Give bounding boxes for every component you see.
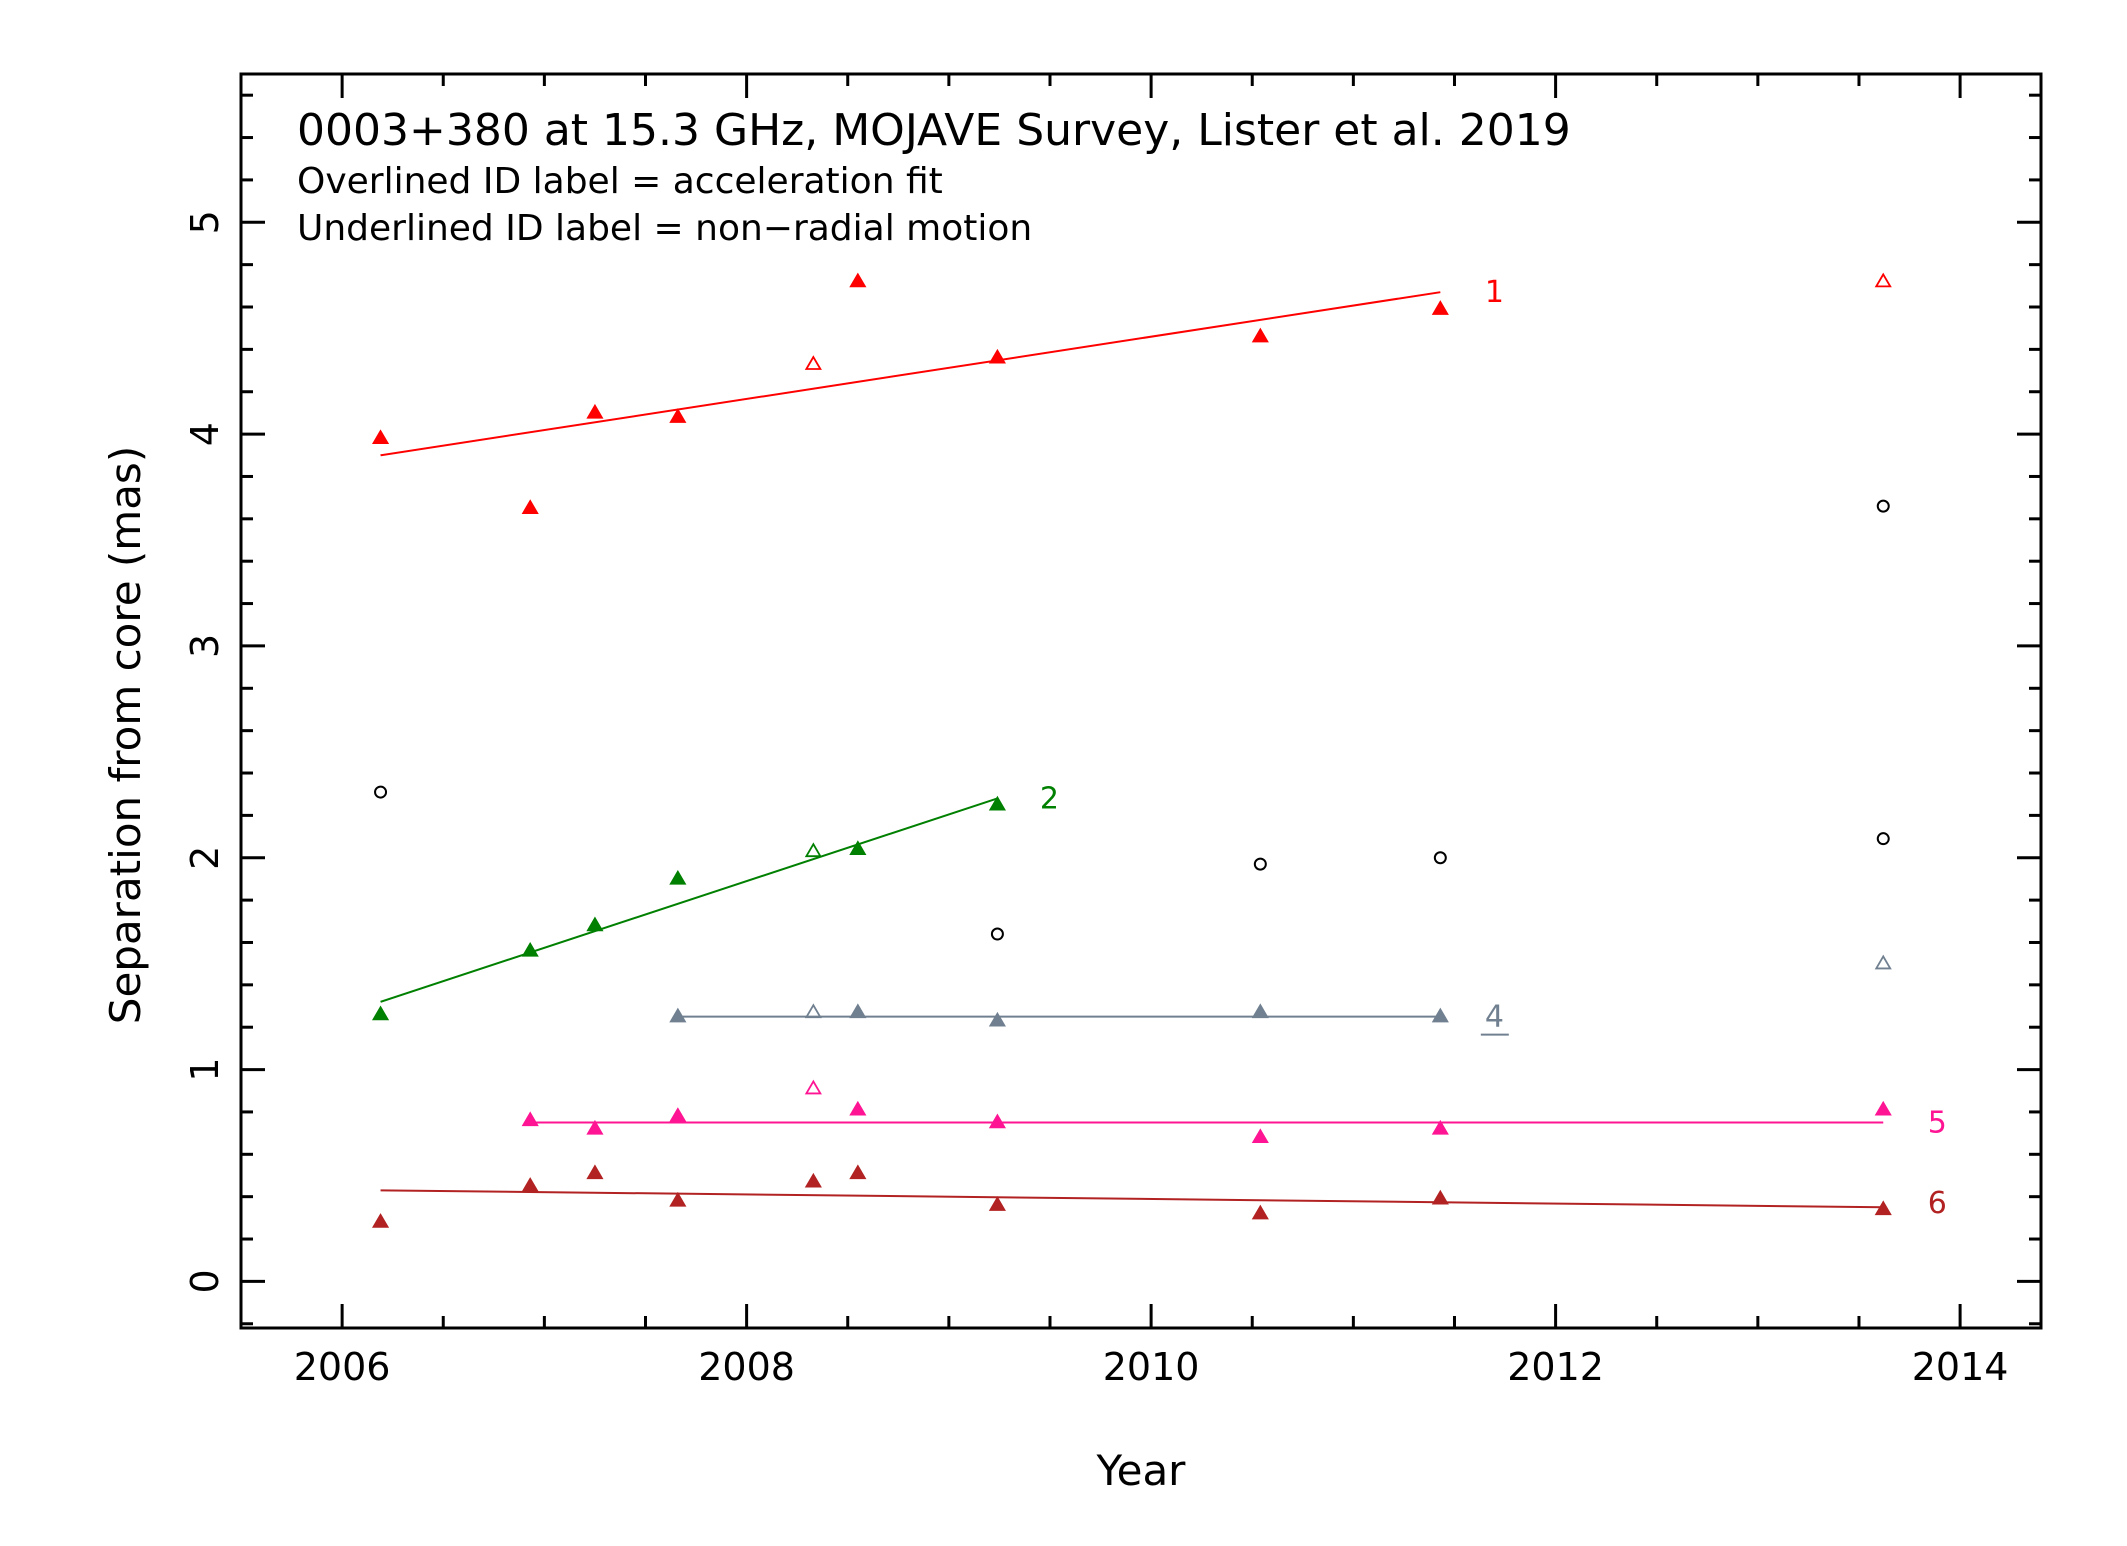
data-point <box>849 1003 867 1019</box>
data-point <box>988 795 1006 811</box>
data-point <box>804 1003 822 1019</box>
data-point <box>990 927 1004 941</box>
data-point <box>521 1177 539 1192</box>
x-tick-label: 2014 <box>1912 1345 2009 1389</box>
plot-marks: 1 2 4 5 6 <box>371 272 1947 1228</box>
series-2: 2 <box>371 781 1059 1021</box>
data-point <box>374 785 388 799</box>
data-point <box>804 355 822 370</box>
data-point <box>521 941 539 957</box>
series-label-6: 6 <box>1928 1186 1947 1221</box>
data-point <box>586 916 604 932</box>
data-point <box>1874 1200 1892 1216</box>
series-5: 5 <box>521 1079 1947 1144</box>
y-tick-label: 2 <box>183 846 227 870</box>
series-label-5: 5 <box>1928 1106 1947 1141</box>
data-point <box>669 869 687 885</box>
series-label-4: 4 <box>1485 1000 1504 1035</box>
data-point <box>1874 272 1892 288</box>
tick-labels: 2006 2008 2010 2012 2014 0 1 2 3 4 5 <box>183 210 2008 1389</box>
data-point <box>1874 1100 1892 1116</box>
data-point <box>521 499 539 514</box>
chart-title: 0003+380 at 15.3 GHz, MOJAVE Survey, Lis… <box>297 105 1571 156</box>
data-point <box>988 1113 1006 1129</box>
series-4: 4 <box>669 954 1892 1036</box>
fit-line-6 <box>380 1189 1884 1209</box>
fit-line-1 <box>380 291 1441 457</box>
y-tick-label: 0 <box>183 1269 227 1293</box>
series-label-2: 2 <box>1040 781 1059 816</box>
data-point <box>669 408 687 423</box>
data-point <box>371 1213 390 1228</box>
data-point <box>669 1007 687 1023</box>
data-point <box>849 840 867 855</box>
data-point <box>1431 300 1449 315</box>
data-point <box>1431 1007 1449 1023</box>
data-point <box>804 842 822 858</box>
data-point <box>1251 327 1269 343</box>
data-point <box>1251 1204 1269 1220</box>
series-label-1: 1 <box>1485 275 1504 310</box>
series-1: 1 <box>371 272 1892 514</box>
data-point <box>371 429 390 445</box>
chart-subtitle-2: Underlined ID label = non−radial motion <box>297 208 1032 249</box>
data-point <box>849 1164 867 1180</box>
data-point <box>1431 1189 1449 1205</box>
x-tick-label: 2012 <box>1507 1345 1604 1389</box>
data-point <box>1874 954 1892 970</box>
data-point <box>521 1111 539 1127</box>
data-point <box>849 272 867 288</box>
plot-frame <box>239 72 2043 1330</box>
fit-line-2 <box>380 797 998 1003</box>
x-tick-label: 2006 <box>294 1345 391 1389</box>
data-point <box>586 403 604 419</box>
y-tick-label: 4 <box>183 422 227 446</box>
data-point <box>586 1119 604 1135</box>
series-6: 6 <box>371 1164 1947 1228</box>
data-point <box>1251 1128 1269 1144</box>
data-point <box>804 1172 822 1188</box>
data-point <box>1431 1119 1449 1135</box>
series-unassigned <box>374 499 1890 941</box>
x-axis-title: Year <box>1096 1446 1187 1495</box>
y-tick-label: 3 <box>183 634 227 658</box>
y-tick-label: 5 <box>183 210 227 234</box>
data-point <box>988 348 1006 364</box>
data-point <box>371 1005 390 1021</box>
data-point <box>988 1011 1006 1027</box>
data-point <box>1876 832 1890 846</box>
x-tick-label: 2010 <box>1103 1345 1200 1389</box>
data-point <box>669 1191 687 1207</box>
y-tick-label: 1 <box>183 1057 227 1081</box>
axis-ticks <box>239 74 2041 1328</box>
x-tick-label: 2008 <box>698 1345 795 1389</box>
data-point <box>988 1196 1006 1211</box>
data-point <box>1433 851 1447 865</box>
data-point <box>586 1164 604 1180</box>
y-axis-title: Separation from core (mas) <box>101 446 150 1024</box>
data-point <box>1253 857 1267 871</box>
data-point <box>1251 1003 1269 1019</box>
data-point <box>804 1079 822 1095</box>
data-point <box>849 1100 867 1116</box>
data-point <box>1876 499 1890 513</box>
data-point <box>669 1107 687 1122</box>
chart-subtitle-1: Overlined ID label = acceleration fit <box>297 161 943 202</box>
